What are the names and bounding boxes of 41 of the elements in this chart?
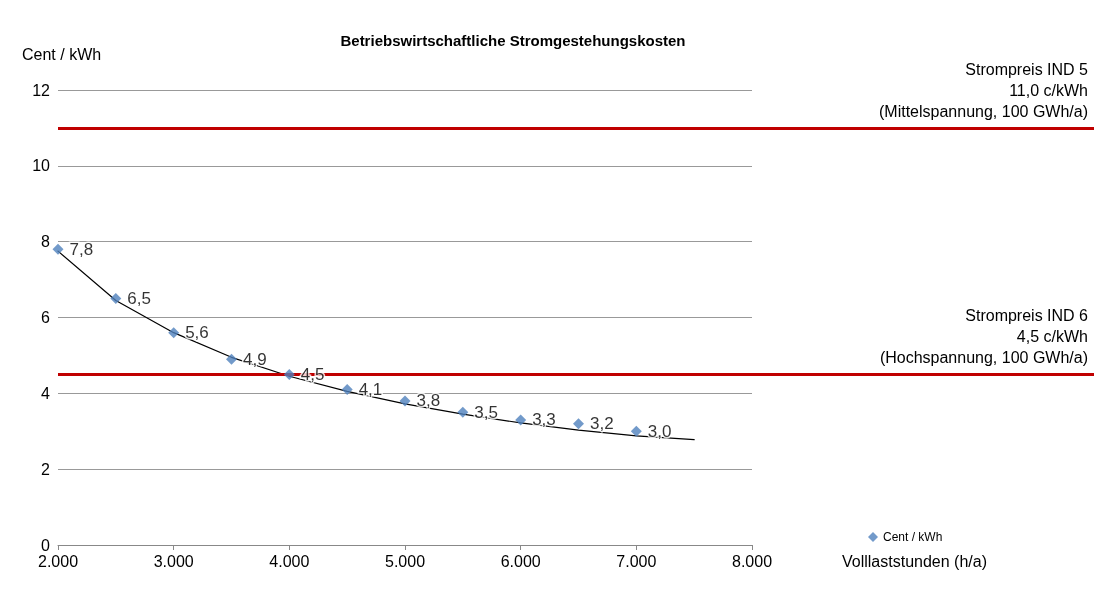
data-label: 4,9	[243, 349, 267, 369]
point	[515, 414, 527, 426]
data-label: 7,8	[69, 239, 94, 259]
x-tick-label: 6.000	[500, 552, 541, 570]
y-tick-label: 4	[41, 384, 51, 402]
point	[52, 243, 64, 255]
legend-label: Cent / kWh	[883, 530, 943, 544]
ref-line-label: Strompreis IND 5 11,0 c/kWh (Mittelspannung, 100 GWh/a)	[879, 60, 1089, 120]
x-axis-title: Volllaststunden (h/a)	[842, 552, 987, 570]
chart-title: Betriebswirtschaftliche Stromgestehungskosten	[340, 32, 686, 49]
data-label: 4,1	[358, 380, 383, 400]
y-tick-label: 8	[41, 233, 51, 251]
point	[630, 425, 642, 437]
point	[457, 406, 469, 418]
x-tick-label: 2.000	[37, 552, 79, 570]
data-label: 3,2	[590, 414, 614, 434]
x-tick-label: 7.000	[616, 552, 657, 570]
point	[341, 384, 353, 396]
point	[110, 293, 122, 305]
data-label: 5,6	[185, 323, 209, 343]
y-tick-label: 2	[41, 460, 51, 478]
point	[399, 395, 411, 407]
y-tick-label: 10	[32, 157, 51, 175]
point	[226, 353, 237, 365]
ref-line-label: Strompreis IND 6 4,5 c/kWh (Hochspannung, 100 GWh/a)	[879, 307, 1089, 367]
y-tick-label: 0	[41, 536, 51, 554]
data-label: 3,8	[416, 391, 441, 411]
point	[283, 368, 295, 380]
x-tick-label: 5.000	[384, 552, 426, 570]
y-axis-title: Cent / kWh	[22, 45, 102, 63]
data-label: 6,5	[127, 289, 151, 309]
data-label: 3,5	[474, 402, 498, 422]
x-tick-label: 3.000	[153, 552, 194, 570]
data-label: 3,3	[532, 410, 556, 430]
y-tick-label: 12	[32, 81, 51, 99]
point	[168, 327, 180, 339]
x-tick-label: 8.000	[731, 552, 773, 570]
x-tick-label: 4.000	[269, 552, 310, 570]
data-label: 3,0	[647, 421, 672, 441]
point	[573, 418, 584, 430]
y-tick-label: 6	[41, 309, 51, 326]
